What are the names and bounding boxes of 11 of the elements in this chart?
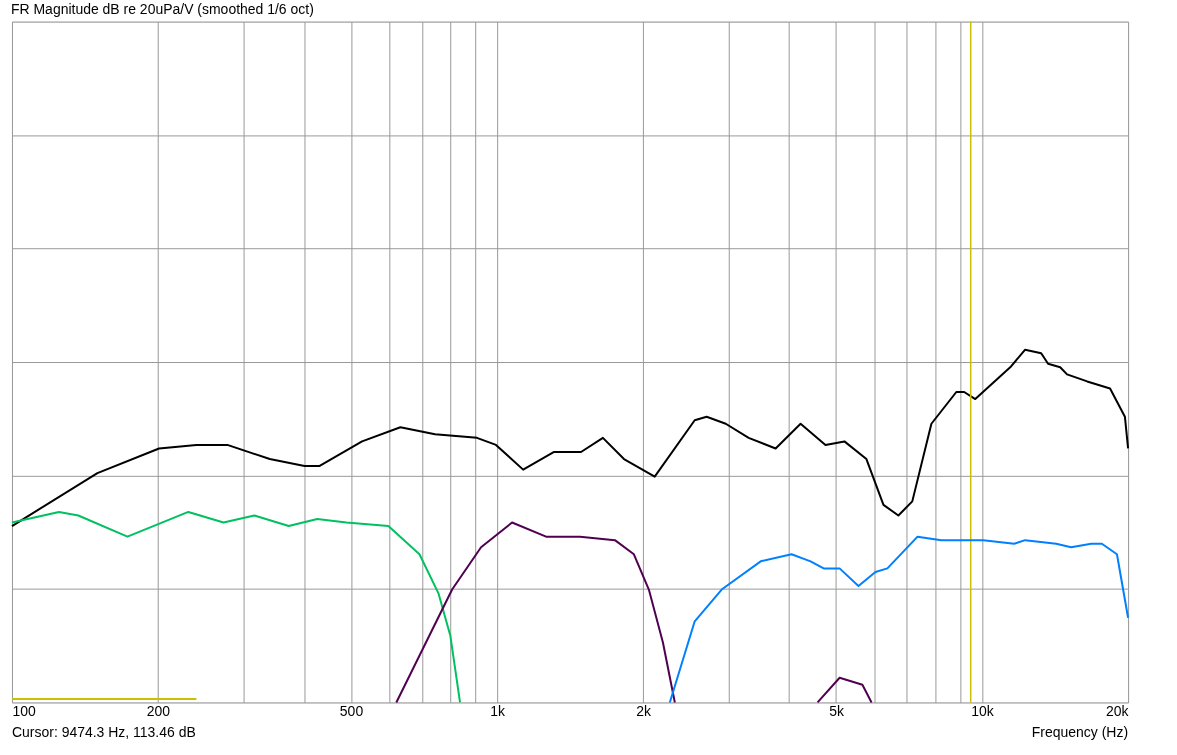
x-tick-label: 1k	[490, 702, 505, 719]
chart-title: FR Magnitude dB re 20uPa/V (smoothed 1/6 oct)	[10, 0, 314, 17]
x-tick-label: 2k	[636, 702, 651, 719]
x-tick-label: 20k	[1106, 702, 1129, 719]
x-tick-label: 200	[146, 702, 171, 719]
x-tick-label: 100	[12, 702, 37, 719]
x-tick-label: 10k	[971, 702, 994, 719]
x-tick-label: 5k	[829, 702, 844, 719]
x-axis-title: Frequency (Hz)	[1031, 724, 1129, 741]
x-tick-label: 500	[339, 702, 364, 719]
text: Cursor: 9474.3 Hz, 113.46 dB	[11, 724, 196, 741]
